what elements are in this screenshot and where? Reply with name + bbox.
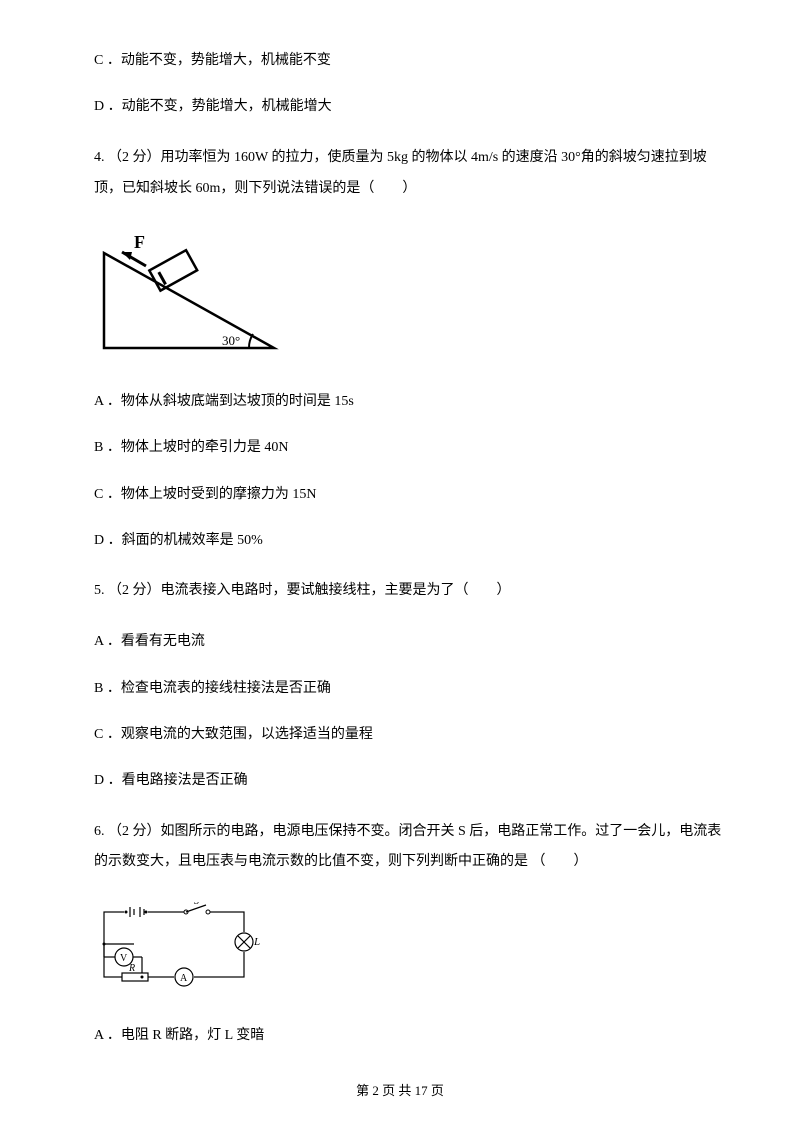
q5-option-c: C ．观察电流的大致范围，以选择适当的量程 bbox=[70, 724, 730, 746]
option-text: A ．物体从斜坡底端到达坡顶的时间是 15s bbox=[94, 394, 354, 409]
option-text: C ．动能不变，势能增大，机械能不变 bbox=[94, 53, 331, 68]
option-text: D ．动能不变，势能增大，机械能增大 bbox=[94, 99, 332, 114]
option-text: A ．电阻 R 断路，灯 L 变暗 bbox=[94, 1028, 264, 1043]
circuit-diagram: S L V R A bbox=[94, 902, 730, 1000]
option-text: B ．物体上坡时的牵引力是 40N bbox=[94, 440, 288, 455]
option-text: C ．观察电流的大致范围，以选择适当的量程 bbox=[94, 727, 373, 742]
angle-label: 30° bbox=[222, 333, 240, 348]
incline-diagram: 30° F bbox=[94, 228, 730, 366]
q4-option-d: D ．斜面的机械效率是 50% bbox=[70, 530, 730, 552]
q4-option-c: C ．物体上坡时受到的摩擦力为 15N bbox=[70, 484, 730, 506]
question-text: 6. （2 分）如图所示的电路，电源电压保持不变。闭合开关 S 后，电路正常工作… bbox=[94, 824, 721, 870]
resistor-label: R bbox=[128, 963, 135, 974]
voltmeter-label: V bbox=[120, 953, 128, 964]
q5-option-d: D ．看电路接法是否正确 bbox=[70, 770, 730, 792]
option-d-pre: D ．动能不变，势能增大，机械能增大 bbox=[70, 96, 730, 118]
q4-option-a: A ．物体从斜坡底端到达坡顶的时间是 15s bbox=[70, 391, 730, 413]
footer-text: 第 2 页 共 17 页 bbox=[356, 1083, 444, 1098]
option-text: C ．物体上坡时受到的摩擦力为 15N bbox=[94, 487, 316, 502]
question-text: 4. （2 分）用功率恒为 160W 的拉力，使质量为 5kg 的物体以 4m/… bbox=[94, 150, 707, 196]
q5-option-b: B ．检查电流表的接线柱接法是否正确 bbox=[70, 678, 730, 700]
option-text: A ．看看有无电流 bbox=[94, 634, 205, 649]
force-label: F bbox=[134, 232, 145, 252]
question-4: 4. （2 分）用功率恒为 160W 的拉力，使质量为 5kg 的物体以 4m/… bbox=[70, 143, 730, 205]
switch-label: S bbox=[194, 902, 199, 907]
option-text: B ．检查电流表的接线柱接法是否正确 bbox=[94, 681, 331, 696]
question-5: 5. （2 分）电流表接入电路时，要试触接线柱，主要是为了（ ） bbox=[70, 576, 730, 607]
option-text: D ．斜面的机械效率是 50% bbox=[94, 533, 263, 548]
option-text: D ．看电路接法是否正确 bbox=[94, 773, 248, 788]
lamp-label: L bbox=[253, 936, 260, 948]
question-6: 6. （2 分）如图所示的电路，电源电压保持不变。闭合开关 S 后，电路正常工作… bbox=[70, 817, 730, 879]
question-text: 5. （2 分）电流表接入电路时，要试触接线柱，主要是为了（ ） bbox=[94, 583, 511, 598]
q6-option-a: A ．电阻 R 断路，灯 L 变暗 bbox=[70, 1025, 730, 1047]
q5-option-a: A ．看看有无电流 bbox=[70, 631, 730, 653]
ammeter-label: A bbox=[180, 973, 188, 984]
page-footer: 第 2 页 共 17 页 bbox=[0, 1081, 800, 1102]
option-c-pre: C ．动能不变，势能增大，机械能不变 bbox=[70, 50, 730, 72]
q4-option-b: B ．物体上坡时的牵引力是 40N bbox=[70, 437, 730, 459]
